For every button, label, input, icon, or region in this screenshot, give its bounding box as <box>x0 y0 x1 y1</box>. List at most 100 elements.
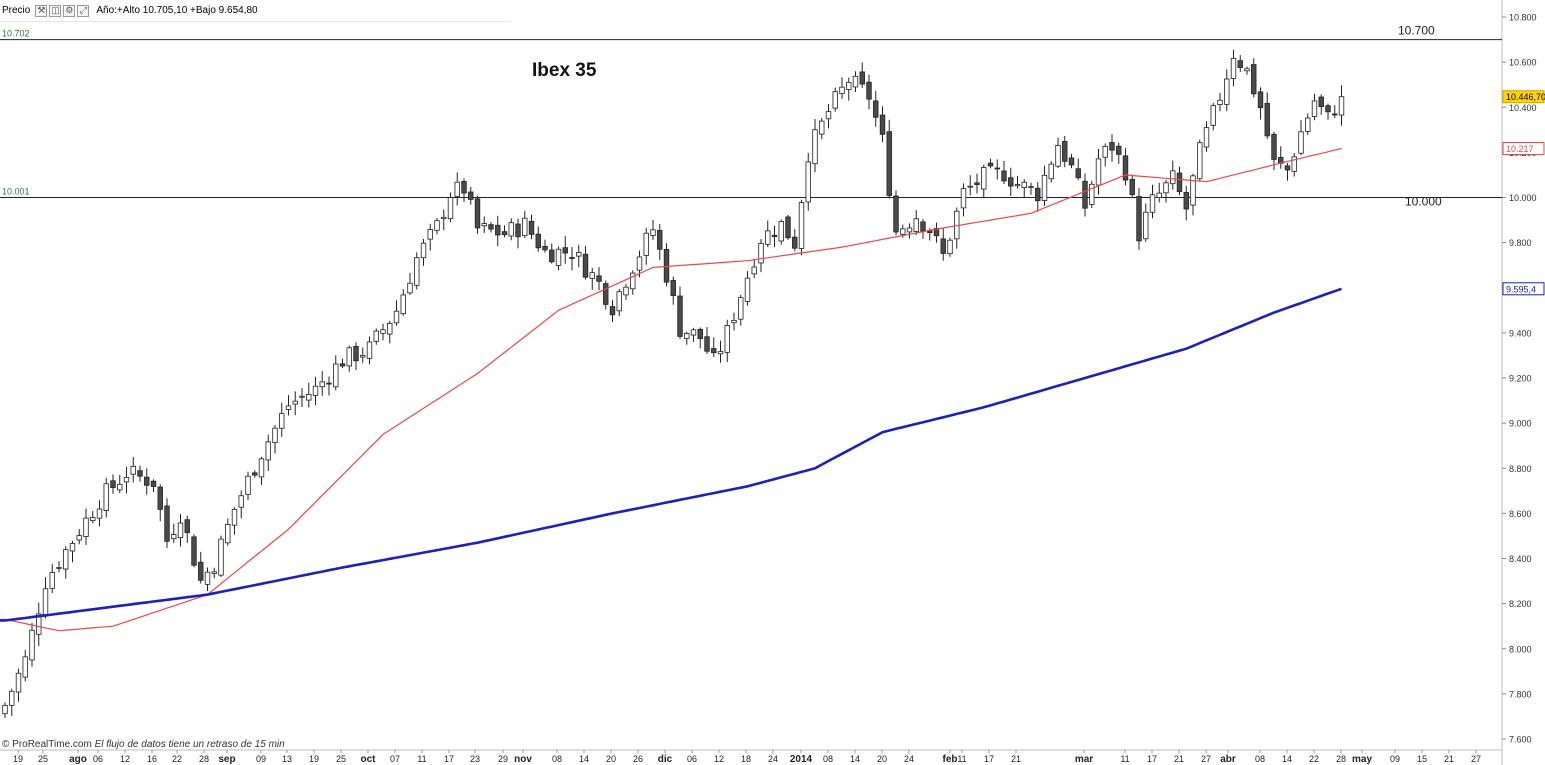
x-tick-label: 27 <box>1471 754 1481 764</box>
x-tick-label: 11 <box>957 754 966 764</box>
candle <box>711 348 717 354</box>
candle <box>1062 141 1068 162</box>
candle <box>393 310 400 324</box>
x-tick-label: 21 <box>1444 754 1454 764</box>
candle <box>144 476 150 486</box>
level-left-label-0: 10.702 <box>2 29 30 39</box>
candle <box>387 322 393 335</box>
candle <box>76 535 82 541</box>
x-tick-label: ago <box>69 754 87 765</box>
candle <box>36 613 42 635</box>
candle <box>825 111 832 120</box>
candle <box>1129 179 1135 196</box>
candle <box>535 233 541 249</box>
expand-icon[interactable]: ⤢ <box>77 4 90 17</box>
candle <box>1210 105 1216 126</box>
x-tick-label: 22 <box>1309 754 1319 764</box>
candle <box>778 221 784 242</box>
candle <box>1156 192 1162 199</box>
x-tick-label: 2014 <box>790 754 813 765</box>
wrench-icon[interactable]: ⚒ <box>35 4 48 17</box>
candle <box>326 382 332 385</box>
candle <box>265 441 271 461</box>
candle <box>900 228 906 235</box>
candle <box>380 329 386 334</box>
candle <box>481 223 487 227</box>
x-tick-label: 20 <box>606 754 616 764</box>
candle <box>906 227 913 233</box>
ma-long-line <box>0 287 1342 622</box>
candle <box>819 120 825 135</box>
x-tick-label: 18 <box>741 754 751 764</box>
candle <box>1095 158 1102 186</box>
candle <box>130 465 136 475</box>
candle <box>1298 131 1304 154</box>
candle <box>420 242 427 259</box>
y-tick-label: 8.200 <box>1509 599 1532 609</box>
candle <box>1237 60 1243 68</box>
x-tick-label: 12 <box>120 754 130 764</box>
candle <box>252 472 258 476</box>
candle <box>117 483 123 491</box>
ma-short-line <box>0 147 1342 632</box>
candle <box>1271 133 1277 160</box>
x-tick-label: 15 <box>1417 754 1427 764</box>
candle <box>22 656 28 678</box>
candle <box>461 181 467 194</box>
candle <box>1203 127 1210 148</box>
candle <box>771 234 778 237</box>
year-high-low-info: Año:+Alto 10.705,10 +Bajo 9.654,80 <box>96 5 258 16</box>
candle <box>650 229 656 236</box>
candle <box>873 100 879 118</box>
candle <box>225 523 231 544</box>
y-tick-label: 7.800 <box>1509 689 1532 699</box>
candle <box>704 336 710 352</box>
candle <box>258 458 265 478</box>
candle <box>83 517 89 537</box>
source-label: © ProRealTime.com <box>2 739 92 750</box>
candle <box>1041 174 1048 201</box>
candle <box>596 275 602 282</box>
x-tick-label: 21 <box>1174 754 1184 764</box>
candle <box>920 221 926 232</box>
x-tick-label: 24 <box>904 754 914 764</box>
x-tick-label: 22 <box>172 754 182 764</box>
candle <box>1332 113 1338 116</box>
ma-long-badge-box <box>1502 282 1545 296</box>
candle <box>1190 175 1196 206</box>
candle <box>1001 170 1007 182</box>
candle <box>1338 96 1345 116</box>
candle <box>414 257 420 286</box>
x-tick-label: feb <box>943 754 958 765</box>
y-tick-label: 8.000 <box>1509 644 1532 654</box>
candle <box>238 495 244 508</box>
candle <box>1048 163 1054 180</box>
candle <box>670 280 676 297</box>
candle <box>103 483 109 512</box>
candle <box>1028 186 1034 188</box>
x-tick-label: 29 <box>498 754 508 764</box>
candle <box>940 238 946 254</box>
candle <box>798 202 805 249</box>
candle <box>1035 187 1041 202</box>
candle <box>508 222 514 237</box>
settings-icon[interactable]: ⚙ <box>63 4 76 17</box>
candle <box>616 291 622 312</box>
x-tick-label: 11 <box>1120 754 1129 764</box>
x-tick-label: 28 <box>199 754 209 764</box>
x-tick-label: 19 <box>13 754 23 764</box>
candle <box>400 294 406 315</box>
zoom-icon[interactable]: ◫ <box>49 4 62 17</box>
candle <box>42 588 49 615</box>
candle <box>528 220 535 235</box>
candle <box>360 355 366 358</box>
last-price-badge-box <box>1502 90 1545 104</box>
delay-note: El flujo de datos tiene un retraso de 15… <box>94 739 285 750</box>
candle <box>454 181 460 197</box>
candle <box>474 198 481 229</box>
x-tick-label: 11 <box>417 754 426 764</box>
candle <box>427 229 433 240</box>
candle <box>1197 142 1203 180</box>
last-price-badge-label: 10.446,70 <box>1506 92 1545 102</box>
